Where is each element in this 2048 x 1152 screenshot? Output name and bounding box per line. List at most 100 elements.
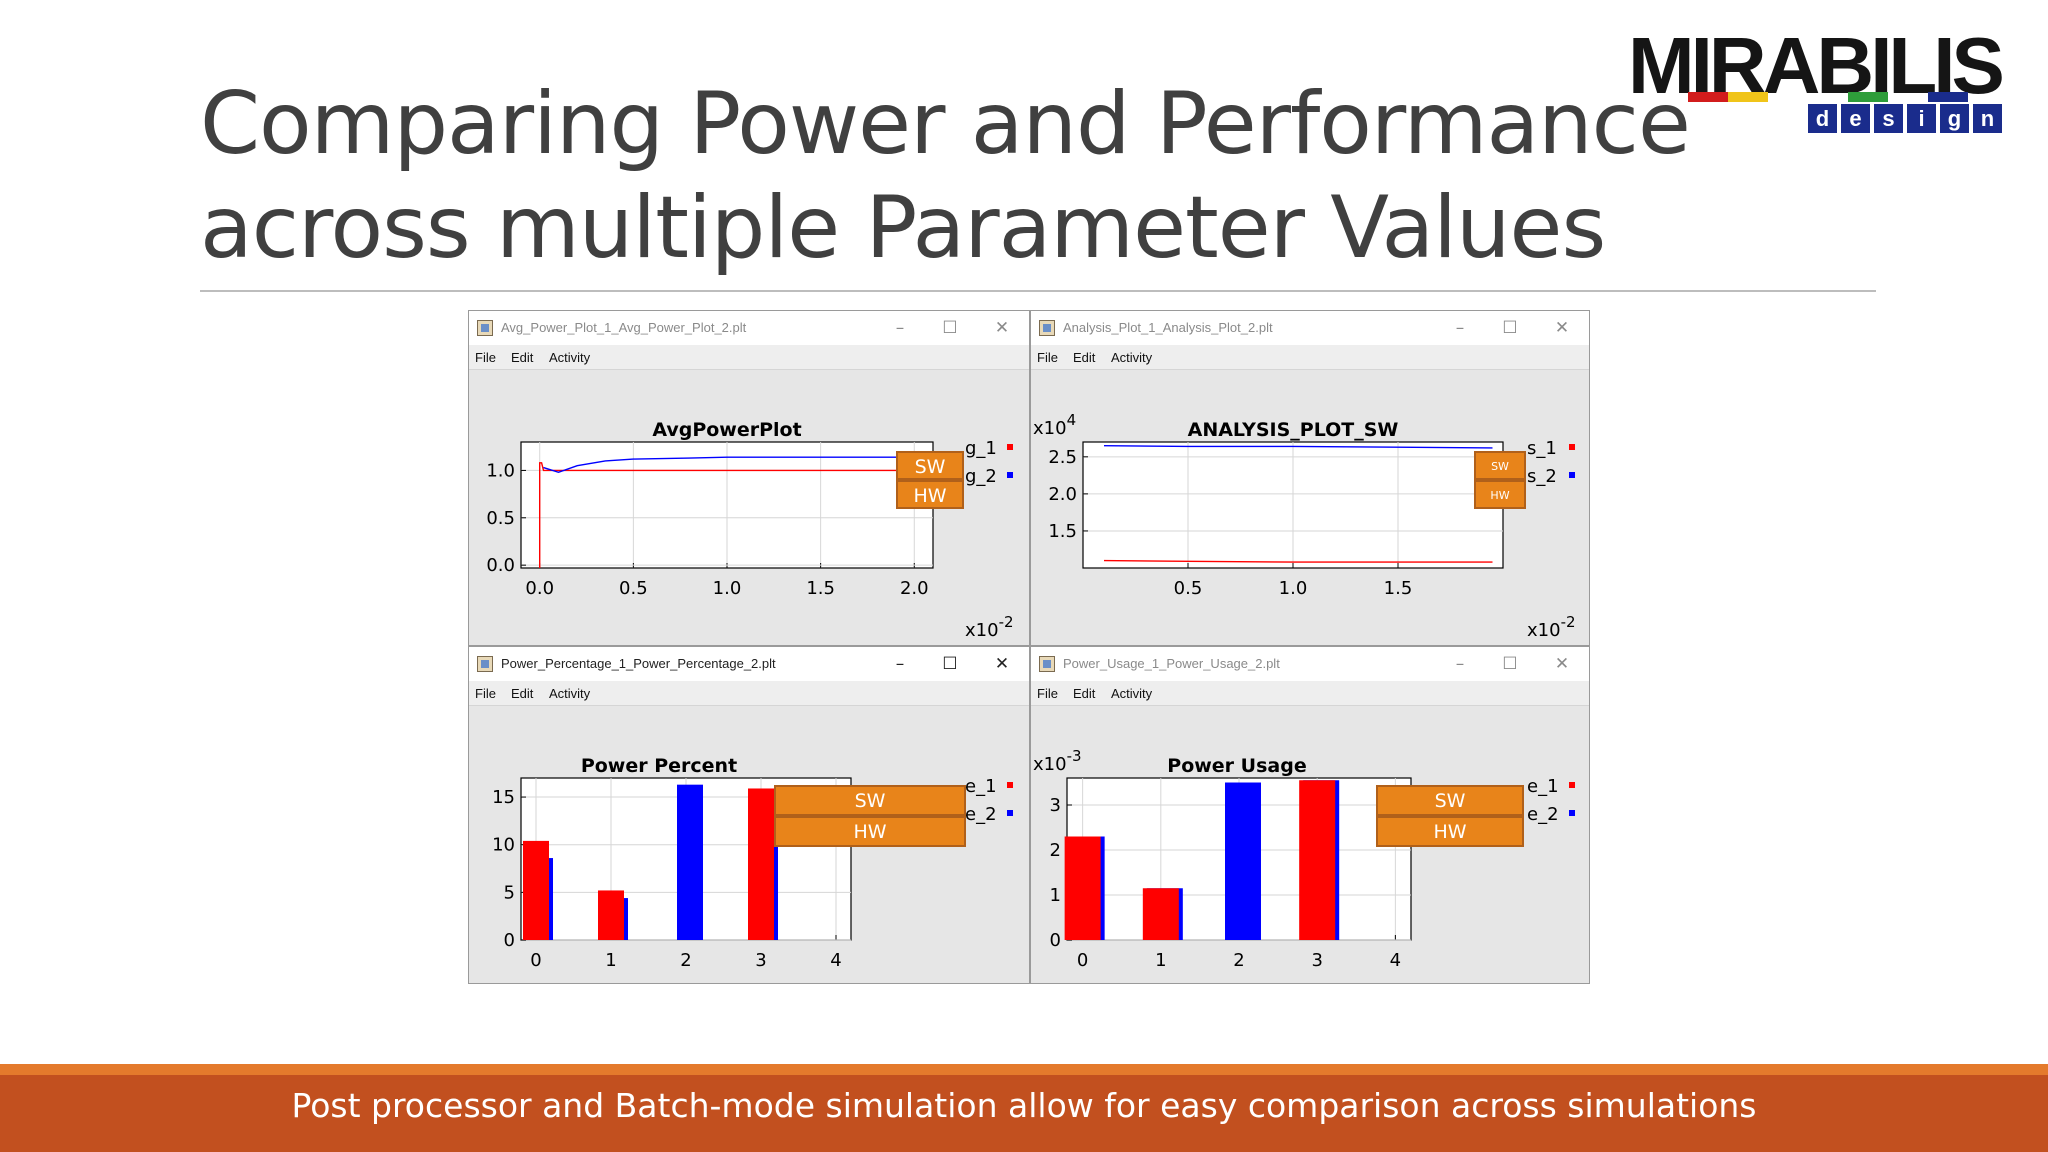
java-app-icon: [477, 656, 493, 672]
close-icon[interactable]: ✕: [1554, 318, 1570, 338]
legend-label: g_2: [965, 466, 997, 487]
menu-file[interactable]: File: [475, 350, 496, 365]
legend-label: e_1: [965, 776, 997, 797]
x-tick-label: 1: [1155, 950, 1166, 971]
window-analysis-plot[interactable]: Analysis_Plot_1_Analysis_Plot_2.plt – ☐ …: [1030, 310, 1590, 646]
x-tick-label: 1.5: [1384, 578, 1413, 599]
close-icon[interactable]: ✕: [1554, 654, 1570, 674]
chart-title: Power Usage: [1167, 755, 1306, 777]
y-tick-label: 1: [1050, 885, 1061, 906]
menu-bar: File Edit Activity: [469, 681, 1029, 705]
annotation-label: SW: [915, 456, 946, 478]
menu-activity[interactable]: Activity: [549, 350, 591, 365]
minimize-icon[interactable]: –: [895, 318, 905, 338]
x-tick-label: 3: [1311, 950, 1322, 971]
legend-swatch: [1569, 810, 1575, 816]
annotation-label: HW: [1433, 821, 1466, 843]
window-titlebar[interactable]: Analysis_Plot_1_Analysis_Plot_2.plt – ☐ …: [1031, 311, 1589, 345]
window-titlebar[interactable]: Power_Usage_1_Power_Usage_2.plt – ☐ ✕: [1031, 647, 1589, 681]
menu-file[interactable]: File: [1037, 350, 1058, 365]
annotation-label: SW: [1435, 790, 1466, 812]
menu-edit[interactable]: Edit: [511, 686, 534, 701]
menu-bar: File Edit Activity: [469, 345, 1029, 369]
slide-title-line-1: Comparing Power and Performance: [200, 74, 1691, 174]
plot-area: 0.5 1.0 1.5 1.5 2.0 2.5 ANALYSIS_PLOT_SW x10-2 x…: [1031, 369, 1589, 645]
series-line-2: [543, 456, 915, 474]
logo-letter: d: [1808, 104, 1837, 133]
annotation-box: [1376, 816, 1524, 847]
logo-bar-green: [1848, 92, 1888, 102]
legend-swatch: [1007, 444, 1013, 450]
menu-activity[interactable]: Activity: [1111, 350, 1153, 365]
company-logo: MIRABILIS d e s i g n: [1628, 26, 2014, 136]
window-avg-power-plot[interactable]: Avg_Power_Plot_1_Avg_Power_Plot_2.plt – …: [468, 310, 1030, 646]
menu-bar: File Edit Activity: [1031, 681, 1589, 705]
x-tick-label: 0.5: [1174, 578, 1203, 599]
menu-edit[interactable]: Edit: [1073, 350, 1096, 365]
window-power-percentage-plot[interactable]: Power_Percentage_1_Power_Percentage_2.pl…: [468, 646, 1030, 984]
y-tick-label: 2: [1050, 840, 1061, 861]
x-tick-label: 1: [605, 950, 616, 971]
y-tick-label: 2.0: [1048, 484, 1077, 505]
bar-series-1: [598, 890, 624, 940]
chart-title: AvgPowerPlot: [652, 419, 801, 441]
window-title: Avg_Power_Plot_1_Avg_Power_Plot_2.plt: [501, 320, 747, 335]
bar-series-1: [748, 788, 774, 940]
annotation-label: SW: [855, 790, 886, 812]
annotation-label: SW: [1491, 460, 1509, 473]
x-tick-label: 2: [680, 950, 691, 971]
logo-bar-red: [1688, 92, 1728, 102]
plot-area: 0 1 2 3 4 0 5 10 15 Power Percent e_1 e_2 SW HW: [469, 705, 1029, 983]
power-usage-chart: 0 1 2 3 4 0 1 2 3 Power Usage x10-3 e_1 e_2 SW HW: [1033, 747, 1575, 971]
window-power-usage-plot[interactable]: Power_Usage_1_Power_Usage_2.plt – ☐ ✕ Fi…: [1030, 646, 1590, 984]
plot-area: 0 1 2 3 4 0 1 2 3 Power Usage x10-3 e_1 e_2 SW HW: [1031, 705, 1589, 983]
y-tick-label: 15: [492, 787, 515, 808]
chart-title: Power Percent: [581, 755, 737, 777]
window-titlebar[interactable]: Avg_Power_Plot_1_Avg_Power_Plot_2.plt – …: [469, 311, 1029, 345]
menu-file[interactable]: File: [475, 686, 496, 701]
java-app-icon: [1039, 656, 1055, 672]
legend-swatch: [1007, 472, 1013, 478]
maximize-icon[interactable]: ☐: [942, 318, 958, 338]
minimize-icon[interactable]: –: [1455, 318, 1465, 338]
annotation-box: [1474, 480, 1526, 509]
menu-edit[interactable]: Edit: [511, 350, 534, 365]
bar-series-1: [523, 840, 549, 940]
x-tick-label: 1.0: [713, 578, 742, 599]
legend-label: s_1: [1527, 438, 1557, 459]
menu-file[interactable]: File: [1037, 686, 1058, 701]
annotation-box: [774, 816, 966, 847]
x-tick-label: 0.5: [619, 578, 648, 599]
window-titlebar[interactable]: Power_Percentage_1_Power_Percentage_2.pl…: [469, 647, 1029, 681]
logo-subtitle: d e s i g n: [1808, 104, 2002, 133]
close-icon[interactable]: ✕: [994, 654, 1010, 674]
maximize-icon[interactable]: ☐: [1502, 654, 1518, 674]
slide-title: Comparing Power and Performance across m…: [200, 72, 1691, 280]
logo-letter: i: [1907, 104, 1936, 133]
x-tick-label: 2: [1233, 950, 1244, 971]
menu-bar: File Edit Activity: [1031, 345, 1589, 369]
x-tick-label: 1.0: [1279, 578, 1308, 599]
java-app-icon: [477, 320, 493, 336]
footer-caption: Post processor and Batch-mode simulation…: [291, 1086, 1757, 1125]
menu-activity[interactable]: Activity: [1111, 686, 1153, 701]
maximize-icon[interactable]: ☐: [942, 654, 958, 674]
y-tick-label: 1.0: [486, 460, 515, 481]
minimize-icon[interactable]: –: [1455, 654, 1465, 674]
close-icon[interactable]: ✕: [994, 318, 1010, 338]
footer-band: [0, 1064, 2048, 1152]
annotation-label: HW: [913, 485, 946, 507]
y-tick-label: 0: [504, 930, 515, 951]
legend-label: e_2: [1527, 804, 1559, 825]
menu-activity[interactable]: Activity: [549, 686, 591, 701]
bar-series-2: [677, 784, 703, 940]
y-axis-exponent: x104: [1033, 411, 1076, 439]
menu-edit[interactable]: Edit: [1073, 686, 1096, 701]
maximize-icon[interactable]: ☐: [1502, 318, 1518, 338]
legend-swatch: [1569, 472, 1575, 478]
annotation-box: [896, 480, 964, 509]
annotation-box: [774, 785, 966, 816]
minimize-icon[interactable]: –: [895, 654, 905, 674]
y-tick-label: 2.5: [1048, 447, 1077, 468]
x-tick-label: 0: [1077, 950, 1088, 971]
